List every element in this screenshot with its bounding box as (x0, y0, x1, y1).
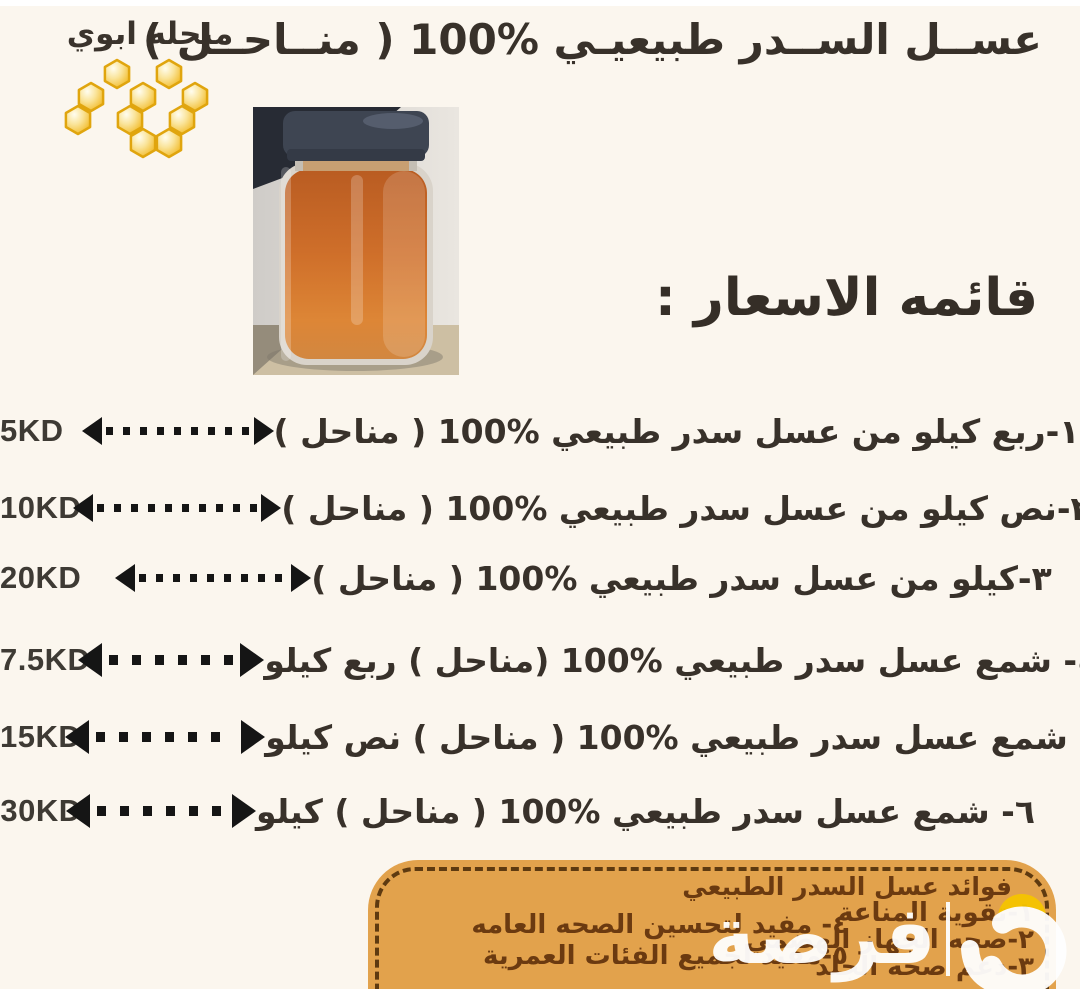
double-arrow-icon (115, 564, 312, 592)
price-row: 10KD ٢-نص كيلو من عسل سدر طبيعي %100 ( م… (0, 476, 1080, 540)
benefits-box: فوائد عسل السدر الطبيعي ١-تقوية المناعة … (368, 860, 1056, 989)
forsa-logo-icon (961, 894, 1067, 989)
watermark: فرصة (708, 887, 1076, 989)
double-arrow-icon (78, 643, 265, 677)
price-value: 20KD (0, 560, 82, 595)
double-arrow-icon (73, 494, 282, 522)
double-arrow-icon (65, 720, 266, 754)
price-item-label: ٤- شمع عسل سدر طبيعي %100 (مناحل ) ربع ك… (264, 640, 1080, 680)
benefit-item: ١-تقوية المناعة (837, 898, 1034, 928)
benefit-item: ٥-مفيد لجميع الفئات العمرية (483, 940, 848, 971)
price-value: 5KD (0, 413, 64, 448)
brand-name: منحله ابوي (66, 16, 234, 52)
benefits-heading: فوائد عسل السدر الطبيعي (682, 872, 1012, 901)
page-title: عســل الســدر طبيعيـي %100 ( منــاحــل ) (142, 15, 1042, 64)
watermark-text: فرصة (708, 888, 936, 982)
benefits-list-right: ١-تقوية المناعة ٢-صحه الجهاز الهضمي ٣-دع… (745, 900, 1034, 980)
price-item-label: ٣-كيلو من عسل سدر طبيعي %100 ( مناحل ) (311, 558, 1052, 598)
price-list-heading: قائمه الاسعار : (655, 268, 1038, 328)
price-row: 30KD ٦- شمع عسل سدر طبيعي %100 ( مناحل )… (0, 779, 1080, 843)
price-value: 7.5KD (0, 642, 91, 677)
price-item-label: ٦- شمع عسل سدر طبيعي %100 ( مناحل ) كيلو (256, 791, 1035, 831)
top-white-strip (0, 0, 1080, 6)
price-item-label: ٥- شمع عسل سدر طبيعي %100 ( مناحل ) نص ك… (265, 717, 1080, 757)
price-value: 10KD (0, 490, 82, 525)
price-item-label: ١-ربع كيلو من عسل سدر طبيعي %100 ( مناحل… (273, 411, 1080, 451)
honeycomb-icon (64, 58, 209, 159)
double-arrow-icon (66, 794, 257, 828)
price-row: 15KD ٥- شمع عسل سدر طبيعي %100 ( مناحل )… (0, 705, 1080, 769)
price-item-label: ٢-نص كيلو من عسل سدر طبيعي %100 ( مناحل … (281, 488, 1080, 528)
price-row: 5KD ١-ربع كيلو من عسل سدر طبيعي %100 ( م… (0, 399, 1080, 463)
watermark-divider (946, 902, 950, 976)
price-row: 7.5KD ٤- شمع عسل سدر طبيعي %100 (مناحل )… (0, 628, 1080, 692)
price-row: 20KD ٣-كيلو من عسل سدر طبيعي %100 ( مناح… (0, 546, 1080, 610)
double-arrow-icon (81, 417, 274, 445)
benefits-list-left: ٤- مفيد لتحسين الصحه العامه ٥-مفيد لجميع… (398, 910, 848, 971)
honey-jar-photo (253, 107, 459, 375)
benefit-item: ٤- مفيد لتحسين الصحه العامه (471, 910, 848, 940)
